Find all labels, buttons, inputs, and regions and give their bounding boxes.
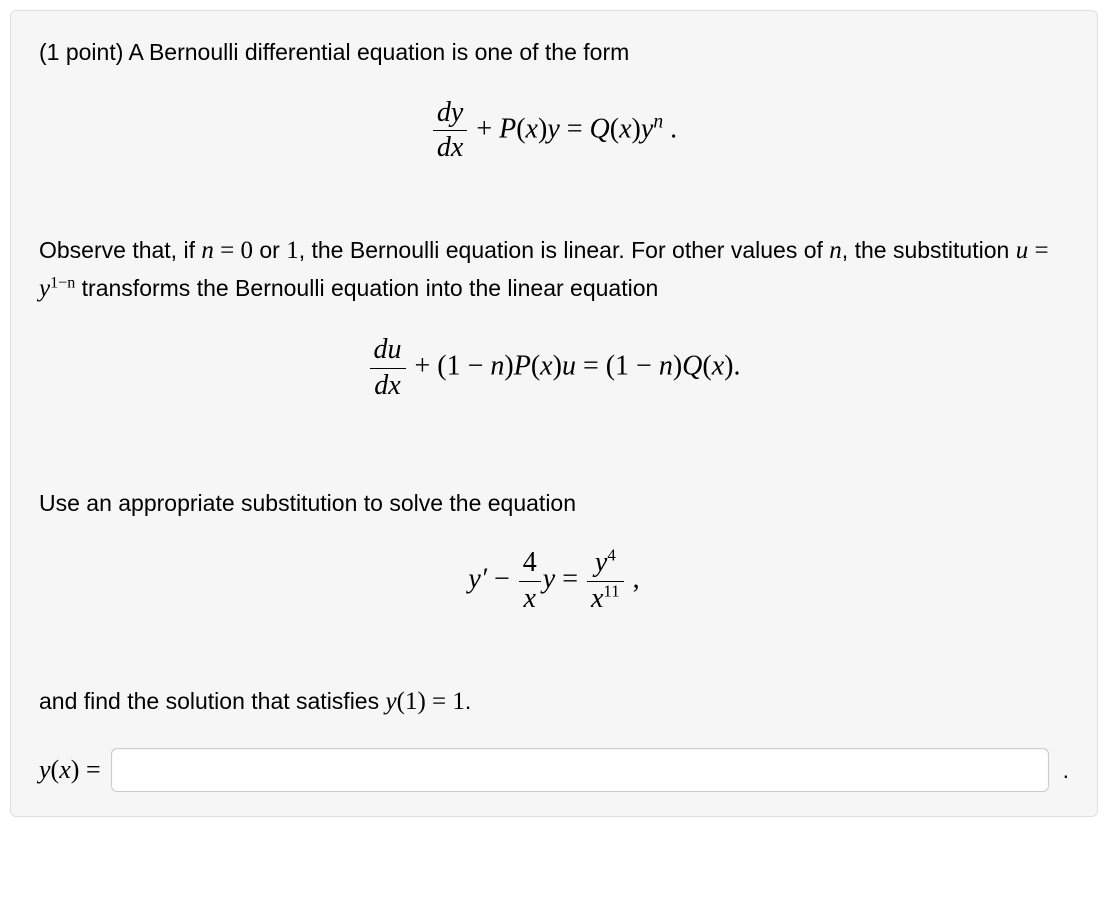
intro-paragraph: (1 point) A Bernoulli differential equat… [39,35,1069,70]
points-label: (1 point) [39,39,129,65]
equation-1: dy dx + P(x)y = Q(x)yn . [39,98,1069,165]
frac-4-x: 4 x [519,548,541,615]
answer-input[interactable] [111,748,1049,792]
answer-row: y(x) = . [39,748,1069,792]
use-sub-paragraph: Use an appropriate substitution to solve… [39,486,1069,521]
answer-label: y(x) = [39,755,101,785]
frac-dy-dx: dy dx [433,98,467,165]
frac-du-dx: du dx [370,335,406,402]
find-solution-paragraph: and find the solution that satisfies y(1… [39,683,1069,721]
problem-container: (1 point) A Bernoulli differential equat… [10,10,1098,817]
equation-2: du dx + (1 − n)P(x)u = (1 − n)Q(x). [39,335,1069,402]
observe-paragraph: Observe that, if n = 0 or 1, the Bernoul… [39,232,1069,307]
equation-3: y′ − 4 x y = y4 x11 , [39,548,1069,615]
trailing-period: . [1063,757,1069,784]
frac-y4-x11: y4 x11 [587,548,624,615]
intro-text: A Bernoulli differential equation is one… [129,39,630,65]
